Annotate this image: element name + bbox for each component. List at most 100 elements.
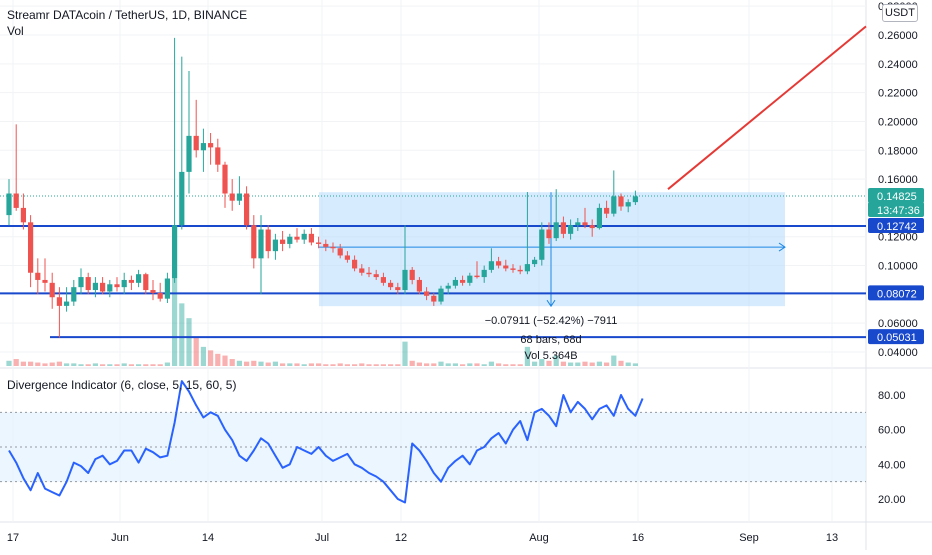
candle-body	[272, 239, 278, 252]
price-label-pill	[868, 218, 924, 234]
candle-body	[78, 277, 84, 288]
price-tick-label: 0.16000	[878, 174, 918, 186]
volume-bar	[604, 362, 610, 366]
time-tick-label: 13	[826, 532, 838, 544]
volume-bar	[632, 363, 638, 366]
time-axis[interactable]: 17 Jun 14 Jul 12 Aug 16 Sep 13	[7, 532, 838, 544]
candle-body	[625, 202, 631, 207]
candle-body	[575, 222, 581, 226]
price-axis[interactable]: 0.280000.260000.240000.220000.200000.180…	[878, 1, 918, 506]
volume-bar	[330, 364, 336, 366]
volume-bar	[431, 363, 437, 366]
price-tick-label: 0.20000	[878, 116, 918, 128]
candle-body	[532, 259, 538, 265]
volume-bar	[13, 359, 19, 366]
indicator-label: Divergence Indicator (6, close, 5, 15, 6…	[7, 378, 237, 392]
price-label-text: 0.12742	[877, 221, 917, 233]
candle-body	[107, 284, 113, 292]
candle-body	[49, 282, 55, 298]
candle-body	[618, 196, 624, 207]
indicator-tick-label: 20.00	[878, 494, 906, 506]
volume-bar	[107, 364, 113, 366]
price-label-text: 0.14825	[877, 191, 917, 203]
candle-body	[488, 261, 494, 270]
price-tick-label: 0.26000	[878, 30, 918, 42]
candle-body	[611, 196, 617, 214]
volume-bar	[200, 346, 206, 366]
volume-bar	[424, 363, 430, 366]
candle-body	[85, 277, 91, 291]
candle-body	[431, 295, 437, 302]
volume-bar	[157, 364, 163, 366]
volume-bar	[100, 364, 106, 366]
volume-bar	[28, 361, 34, 366]
time-tick-label: 14	[202, 532, 214, 544]
volume-bar	[352, 364, 358, 366]
candle-body	[92, 282, 98, 291]
volume-bar	[222, 355, 228, 366]
volume-bar	[6, 360, 12, 366]
volume-bar	[308, 363, 314, 366]
candle-body	[258, 229, 264, 259]
volume-bar	[128, 364, 134, 366]
candle-body	[402, 269, 408, 291]
volume-bar	[496, 363, 502, 366]
candle-body	[416, 279, 422, 292]
chart-title: Streamr DATAcoin / TetherUS, 1D, BINANCE	[7, 8, 248, 22]
candle-body	[632, 196, 638, 203]
candle-body	[438, 288, 444, 302]
arrow-right-icon	[778, 242, 786, 252]
volume-bar	[460, 364, 466, 366]
time-tick-label: 16	[632, 532, 644, 544]
candle-body	[208, 143, 214, 148]
candle-body	[481, 269, 487, 278]
volume-bar	[244, 361, 250, 366]
indicator-tick-label: 40.00	[878, 459, 906, 471]
volume-bar	[92, 363, 98, 366]
volume-bar	[416, 362, 422, 366]
range-volume-text: Vol 5.364B	[524, 350, 577, 362]
date-price-range[interactable]	[319, 192, 786, 308]
candle-body	[330, 246, 336, 249]
candle-body	[35, 272, 41, 280]
volume-bar	[359, 363, 365, 366]
drawings[interactable]	[667, 25, 867, 190]
candle-body	[409, 269, 415, 280]
volume-bar	[344, 364, 350, 366]
candle-body	[244, 193, 250, 226]
horizontal-lines[interactable]	[0, 195, 866, 339]
price-tick-label: 0.18000	[878, 145, 918, 157]
volume-bar	[474, 363, 480, 366]
currency-badge[interactable]: USDT	[882, 4, 918, 22]
candle-body	[128, 279, 134, 283]
candle-body	[71, 287, 77, 302]
candle-body	[136, 274, 142, 283]
volume-bar	[445, 363, 451, 366]
volume-bar	[596, 361, 602, 366]
price-tick-label: 0.06000	[878, 318, 918, 330]
candle-body	[604, 207, 610, 214]
volume-bar	[503, 364, 509, 366]
time-tick-label: 17	[7, 532, 19, 544]
candle-body	[474, 275, 480, 278]
volume-bar	[64, 363, 70, 366]
trend-line	[667, 25, 867, 190]
volume-bar	[510, 364, 516, 366]
volume-bar	[373, 364, 379, 366]
range-change-text: −0.07911 (−52.42%) −7911	[485, 315, 618, 327]
volume-bar	[35, 362, 41, 366]
volume-bar	[280, 363, 286, 366]
range-annotation: −0.07911 (−52.42%) −7911 68 bars, 68d Vol …	[485, 315, 618, 362]
indicator-line	[8, 380, 644, 504]
candle-body	[265, 229, 271, 252]
candle-body	[20, 207, 26, 223]
candle-body	[100, 282, 106, 292]
volume-bar	[438, 361, 444, 366]
volume-bar	[582, 361, 588, 366]
candle-body	[589, 225, 595, 229]
candle-body	[301, 233, 307, 240]
volume-bar	[258, 361, 264, 366]
volume-bar	[402, 341, 408, 366]
